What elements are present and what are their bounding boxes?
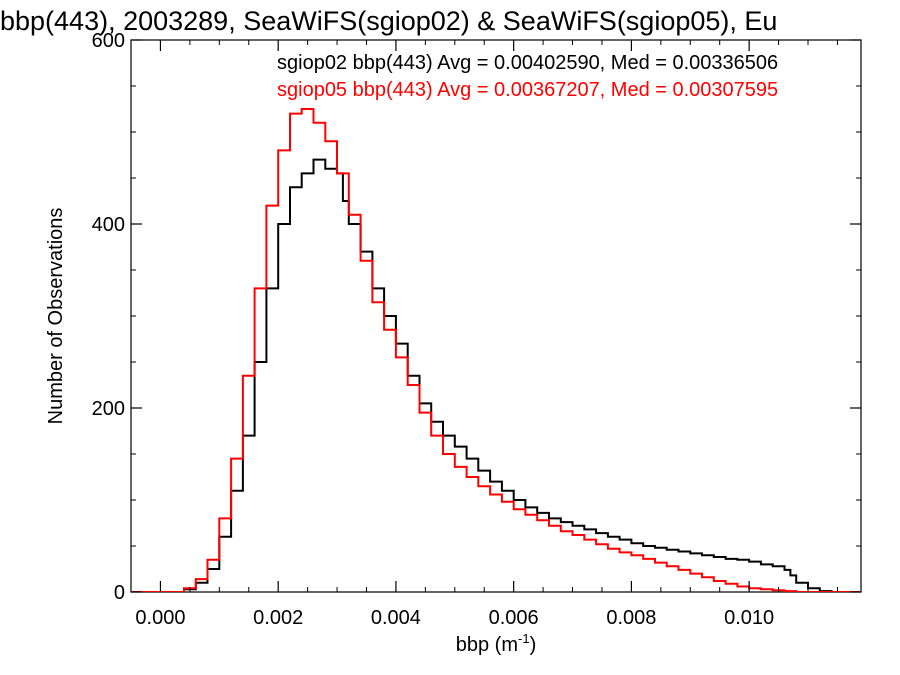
y-tick-label: 400	[92, 214, 125, 236]
plot-frame	[130, 39, 862, 593]
legend-text-sgiop02: sgiop02 bbp(443) Avg = 0.00402590, Med =…	[277, 52, 778, 74]
x-tick-label: 0.004	[371, 607, 421, 629]
x-tick-label: 0.008	[606, 607, 656, 629]
series-sgiop05	[131, 108, 861, 592]
x-axis-label: bbp (m-1)	[456, 631, 536, 656]
x-tick-label: 0.010	[724, 607, 774, 629]
y-tick-label: 200	[92, 398, 125, 420]
y-axis: 0 200 400 600	[92, 30, 861, 604]
y-tick-label: 0	[114, 582, 125, 604]
x-tick-label: 0.002	[253, 607, 303, 629]
legend-text-sgiop05: sgiop05 bbp(443) Avg = 0.00367207, Med =…	[277, 79, 778, 101]
y-tick-label: 600	[92, 30, 125, 52]
y-axis-label: Number of Observations	[45, 208, 67, 425]
x-tick-label: 0.000	[135, 607, 185, 629]
x-tick-label: 0.006	[489, 607, 539, 629]
series-sgiop02	[131, 158, 861, 592]
series-layer	[131, 108, 861, 592]
chart-title: bbp(443), 2003289, SeaWiFS(sgiop02) & Se…	[0, 6, 777, 36]
x-axis: 0.000 0.002 0.004 0.006 0.008 0.010	[135, 40, 838, 629]
